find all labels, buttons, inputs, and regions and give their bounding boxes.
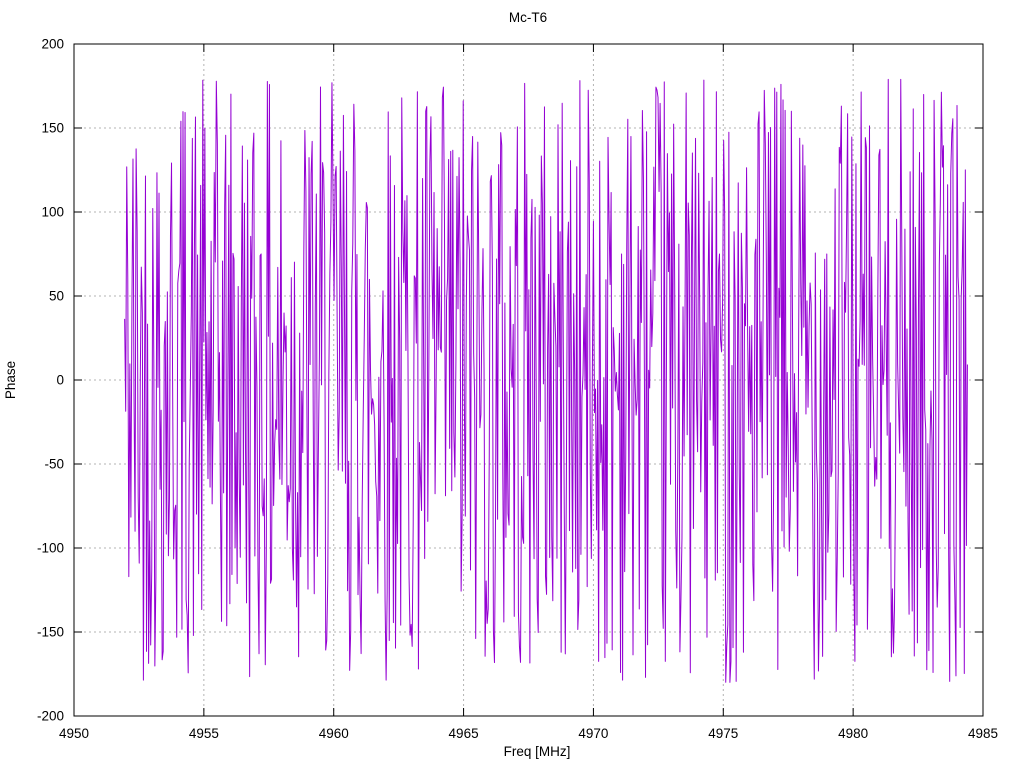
data-series-line [124,78,968,683]
y-tick-label: 100 [41,205,64,220]
x-tick-label: 4970 [578,726,608,741]
y-tick-labels: -200 -150 -100 -50 0 50 100 150 200 [37,37,64,724]
x-axis-label: Freq [MHz] [504,744,571,759]
series-layer [124,78,968,683]
y-tick-label: -100 [37,541,64,556]
x-tick-label: 4975 [708,726,738,741]
chart-title: Mc-T6 [509,10,547,25]
y-tick-label: -200 [37,709,64,724]
y-tick-label: 200 [41,37,64,52]
x-tick-label: 4980 [838,726,868,741]
y-axis-label: Phase [3,361,18,399]
x-tick-label: 4965 [449,726,479,741]
x-tick-label: 4950 [59,726,89,741]
x-tick-labels: 4950 4955 4960 4965 4970 4975 4980 4985 [59,726,998,741]
axis-layer: 4950 4955 4960 4965 4970 4975 4980 4985 -200 -15… [37,37,998,742]
y-tick-label: -50 [44,457,64,472]
x-tick-label: 4960 [319,726,349,741]
y-tick-label: 0 [56,373,64,388]
y-tick-label: -150 [37,625,64,640]
x-tick-label: 4985 [968,726,998,741]
x-tick-label: 4955 [189,726,219,741]
tick-marks [73,43,984,717]
y-tick-label: 50 [49,289,64,304]
y-tick-label: 150 [41,121,64,136]
